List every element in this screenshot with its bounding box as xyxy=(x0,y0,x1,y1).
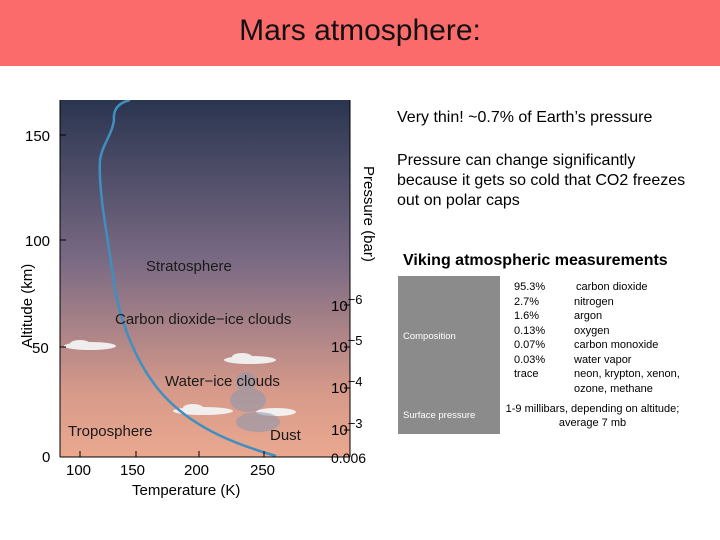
composition-value: 2.7% xyxy=(514,295,540,308)
temperature-tick-label: 150 xyxy=(120,462,145,479)
composition-values: 95.3% 2.7% 1.6% 0.13% 0.07% 0.03% trace xyxy=(514,280,545,382)
composition-value: 1.6% xyxy=(514,310,540,322)
composition-value: trace xyxy=(514,368,539,380)
composition-gas: carbon monoxide xyxy=(574,339,659,351)
pressure-tick-label: 10−3 xyxy=(331,416,363,439)
composition-value: 0.13% xyxy=(514,324,546,337)
pressure-ticks xyxy=(344,304,350,431)
temperature-tick-label: 200 xyxy=(184,462,209,479)
composition-value: 0.03% xyxy=(514,353,546,366)
x-axis-label: Temperature (K) xyxy=(132,482,240,499)
composition-gas: argon xyxy=(574,310,603,322)
temperature-tick-label: 250 xyxy=(250,462,275,479)
composition-value: 0.07% xyxy=(514,339,546,351)
temperature-ticks xyxy=(79,451,265,457)
figure-canvas: 150 100 50 0 100 150 200 250 Temperature… xyxy=(18,100,380,500)
surface-pressure-value: 1-9 millibars, depending on altitude; av… xyxy=(505,403,680,429)
temperature-tick-label: 100 xyxy=(66,462,91,479)
composition-gas: water vapor xyxy=(574,353,632,366)
pressure-change-note: Pressure can change significantly becaus… xyxy=(397,152,686,209)
co2-clouds-label: Carbon dioxide−ice clouds xyxy=(115,311,291,328)
surface-pressure-label: Surface pressure xyxy=(403,410,476,421)
co2-ice-cloud xyxy=(64,340,116,350)
stratosphere-label: Stratosphere xyxy=(146,258,232,275)
bottom-panel xyxy=(18,457,380,500)
composition-gases: carbon dioxide nitrogen argon oxygen car… xyxy=(574,280,714,396)
right-panel xyxy=(350,100,380,500)
dust-label: Dust xyxy=(270,427,302,444)
temperature-profile-curve xyxy=(98,100,277,458)
composition-gas: neon, krypton, xenon, ozone, methane xyxy=(574,368,680,395)
water-ice-cloud-lower xyxy=(173,404,296,416)
viking-heading: Viking atmospheric measurements xyxy=(403,252,668,269)
troposphere-label: Troposphere xyxy=(68,423,153,440)
altitude-ticks xyxy=(60,134,66,348)
viking-label-column: Composition Surface pressure xyxy=(398,276,500,434)
mars-atmosphere-figure: 150 100 50 0 100 150 200 250 Temperature… xyxy=(18,100,380,500)
pressure-tick-label: 10−5 xyxy=(331,333,363,356)
right-axis-label: Pressure (bar) xyxy=(360,166,377,262)
pressure-tick-label: 10−4 xyxy=(331,374,363,397)
composition-gas: carbon dioxide xyxy=(576,281,648,293)
altitude-tick-label: 150 xyxy=(25,128,50,145)
composition-label: Composition xyxy=(403,331,456,342)
composition-gas: nitrogen xyxy=(574,295,614,308)
composition-value: 95.3% xyxy=(514,281,546,293)
altitude-tick-label: 50 xyxy=(32,340,49,357)
dust-plume xyxy=(230,372,280,432)
pressure-bottom-tick-label: 0.006 xyxy=(331,450,366,466)
thin-atmosphere-note: Very thin! ~0.7% of Earth’s pressure xyxy=(397,109,653,126)
water-ice-cloud-upper xyxy=(224,353,276,364)
plot-background xyxy=(60,100,350,457)
water-clouds-label: Water−ice clouds xyxy=(165,373,280,390)
title-bar: Mars atmosphere: xyxy=(0,0,720,66)
y-axis-label: Altitude (km) xyxy=(19,264,36,348)
composition-gas: oxygen xyxy=(574,324,610,337)
altitude-tick-label: 100 xyxy=(25,233,50,250)
pressure-tick-label: 10−6 xyxy=(331,292,363,315)
slide-title: Mars atmosphere: xyxy=(239,14,481,47)
altitude-tick-label: 0 xyxy=(42,449,50,466)
